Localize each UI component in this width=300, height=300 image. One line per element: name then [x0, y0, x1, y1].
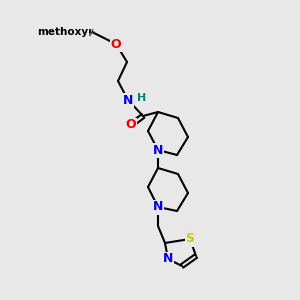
Text: S: S — [185, 232, 194, 245]
Text: methoxy: methoxy — [54, 28, 94, 37]
Text: N: N — [153, 143, 163, 157]
Text: methoxy: methoxy — [90, 31, 96, 32]
Text: N: N — [153, 200, 163, 214]
Text: N: N — [123, 94, 133, 106]
Text: methoxy: methoxy — [44, 27, 92, 37]
Text: N: N — [163, 253, 173, 266]
Text: H: H — [137, 93, 146, 103]
Text: O: O — [111, 38, 121, 50]
Text: methoxy: methoxy — [37, 27, 88, 37]
Text: O: O — [126, 118, 136, 131]
